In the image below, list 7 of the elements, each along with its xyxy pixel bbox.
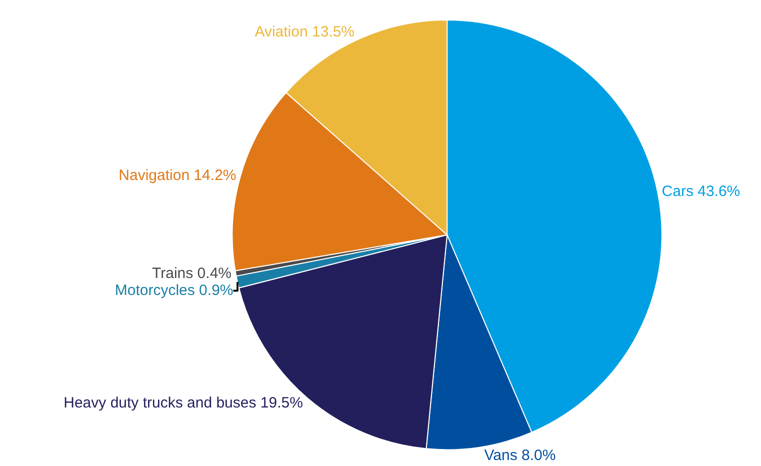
slice-label: Vans 8.0%: [484, 446, 556, 464]
slice-label: Cars 43.6%: [662, 182, 740, 200]
slice-label: Aviation 13.5%: [254, 23, 355, 40]
slice-label: Navigation 14.2%: [118, 166, 236, 184]
slice-label: Trains 0.4%: [152, 265, 232, 282]
slice-label: Motorcycles 0.9%: [114, 282, 234, 300]
slice-label: Heavy duty trucks and buses 19.5%: [64, 394, 303, 412]
